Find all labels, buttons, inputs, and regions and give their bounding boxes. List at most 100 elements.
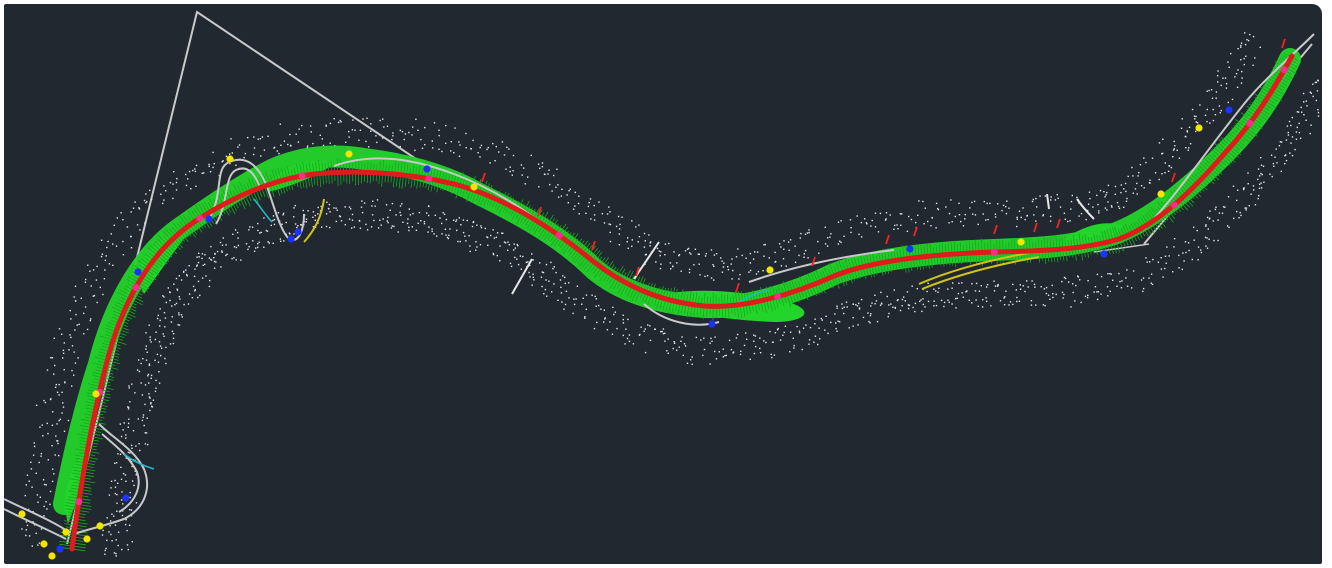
survey-point bbox=[287, 143, 289, 146]
cad-drawing-viewport[interactable] bbox=[4, 4, 1322, 564]
survey-point bbox=[208, 165, 210, 168]
survey-point bbox=[114, 492, 116, 495]
survey-point bbox=[301, 124, 303, 127]
survey-point bbox=[132, 430, 135, 432]
survey-point bbox=[660, 330, 662, 333]
survey-point bbox=[156, 317, 159, 320]
survey-point bbox=[522, 255, 524, 258]
survey-point bbox=[272, 242, 274, 244]
survey-point bbox=[994, 213, 997, 215]
survey-point bbox=[1188, 126, 1191, 128]
survey-point bbox=[667, 352, 669, 354]
survey-point bbox=[1033, 214, 1035, 216]
survey-point bbox=[25, 529, 27, 531]
survey-point bbox=[604, 318, 606, 320]
survey-point bbox=[1240, 214, 1242, 217]
survey-point bbox=[635, 226, 637, 228]
survey-point bbox=[852, 317, 854, 319]
survey-point bbox=[387, 216, 389, 219]
survey-point bbox=[1136, 193, 1138, 195]
survey-point bbox=[660, 251, 662, 253]
survey-point bbox=[966, 290, 968, 292]
survey-point bbox=[1274, 156, 1276, 158]
survey-point bbox=[321, 226, 323, 228]
survey-point bbox=[572, 208, 575, 210]
survey-point bbox=[704, 255, 707, 257]
survey-point bbox=[622, 322, 625, 324]
survey-point bbox=[1236, 199, 1238, 202]
station-marker bbox=[774, 293, 782, 301]
survey-point bbox=[1309, 132, 1311, 135]
survey-point bbox=[361, 200, 363, 202]
survey-point bbox=[406, 222, 409, 225]
survey-point bbox=[688, 271, 691, 274]
breakline-3 bbox=[1046, 193, 1050, 210]
survey-point bbox=[964, 213, 966, 216]
survey-point bbox=[850, 231, 852, 234]
edge-line-bottom-left-inner bbox=[101, 433, 140, 513]
survey-point bbox=[145, 345, 147, 347]
survey-point bbox=[855, 304, 857, 306]
survey-point bbox=[1212, 119, 1215, 122]
red-tick-marker bbox=[811, 256, 816, 267]
survey-point bbox=[122, 472, 125, 475]
survey-point bbox=[985, 300, 988, 303]
survey-point bbox=[232, 233, 234, 235]
survey-point bbox=[129, 496, 131, 499]
survey-point bbox=[77, 357, 79, 359]
survey-point bbox=[600, 308, 602, 310]
survey-point bbox=[897, 228, 899, 230]
survey-point bbox=[306, 147, 308, 149]
survey-point bbox=[325, 213, 328, 215]
survey-point bbox=[1084, 295, 1087, 297]
survey-point bbox=[382, 218, 384, 220]
survey-point bbox=[649, 245, 651, 247]
survey-point bbox=[1045, 286, 1048, 289]
survey-point bbox=[54, 386, 57, 388]
survey-point bbox=[47, 459, 49, 461]
survey-point bbox=[935, 304, 938, 307]
survey-point bbox=[814, 335, 817, 337]
survey-point bbox=[73, 351, 75, 353]
survey-point bbox=[310, 131, 312, 133]
survey-point bbox=[130, 235, 132, 238]
survey-point bbox=[69, 334, 71, 336]
survey-point bbox=[1089, 197, 1091, 200]
survey-point bbox=[1043, 288, 1046, 290]
survey-point bbox=[188, 293, 191, 295]
survey-point bbox=[115, 462, 118, 464]
survey-point bbox=[289, 233, 291, 235]
survey-point bbox=[782, 258, 785, 260]
survey-point bbox=[655, 261, 657, 263]
survey-point bbox=[152, 399, 155, 401]
survey-point bbox=[125, 519, 127, 521]
survey-point bbox=[947, 299, 949, 301]
survey-point bbox=[532, 276, 534, 279]
survey-point bbox=[277, 212, 280, 214]
survey-point bbox=[1215, 91, 1218, 93]
survey-point bbox=[874, 294, 876, 296]
survey-point bbox=[39, 426, 41, 428]
survey-point bbox=[1114, 185, 1117, 188]
survey-point bbox=[553, 283, 555, 285]
survey-point bbox=[937, 207, 939, 210]
survey-point bbox=[836, 307, 838, 309]
survey-point bbox=[753, 352, 756, 355]
survey-point bbox=[506, 146, 508, 148]
survey-point bbox=[1012, 283, 1014, 286]
survey-point bbox=[293, 233, 295, 235]
survey-point bbox=[1103, 191, 1105, 193]
survey-point bbox=[927, 300, 930, 303]
survey-point bbox=[1295, 138, 1298, 140]
survey-point bbox=[920, 299, 922, 301]
survey-point bbox=[614, 311, 616, 313]
survey-point bbox=[1143, 157, 1145, 159]
survey-point bbox=[684, 250, 687, 252]
ramp-line-3 bbox=[303, 198, 325, 243]
survey-point bbox=[531, 284, 533, 286]
survey-point bbox=[838, 321, 841, 323]
survey-point bbox=[157, 314, 159, 317]
survey-point bbox=[130, 509, 133, 511]
survey-point bbox=[841, 307, 844, 310]
survey-point bbox=[830, 321, 832, 324]
